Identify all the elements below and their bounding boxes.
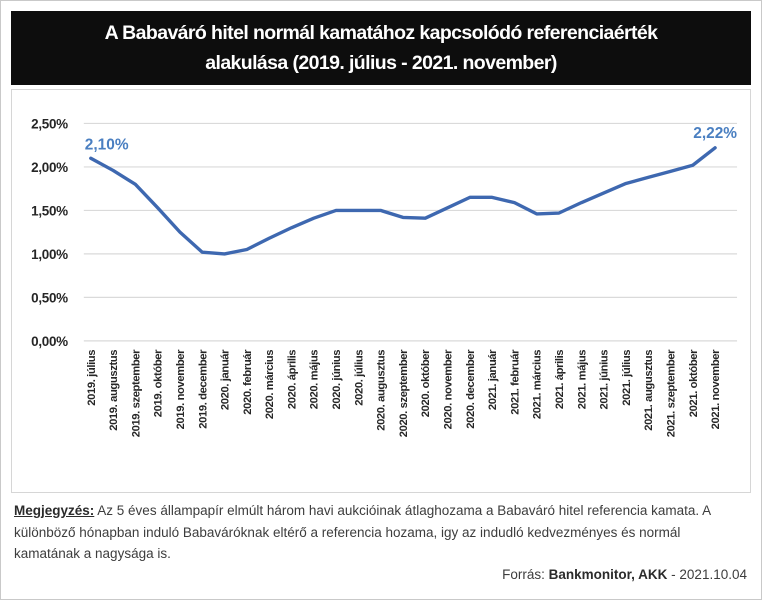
x-axis-tick-label: 2020. június [331,350,343,410]
x-axis-tick-label: 2021. július [621,350,633,406]
source-line: Forrás: Bankmonitor, AKK - 2021.10.04 [502,567,747,582]
x-axis-tick-label: 2020. szeptember [398,349,410,437]
x-axis-tick-label: 2020. december [465,349,477,429]
x-axis-tick-label: 2021. október [688,349,700,417]
x-axis-tick-label: 2021. február [509,349,521,415]
x-axis-tick-label: 2019. december [197,349,209,429]
x-axis-tick-label: 2021. április [554,350,566,409]
x-axis-tick-label: 2020. február [242,349,254,415]
chart-container: 0,00% 0,50% 1,00% 1,50% 2,00% 2,50% 2019. júli… [11,89,751,493]
x-axis-tick-label: 2021. szeptember [665,349,677,437]
data-label-last: 2,22% [693,125,737,142]
source-date: - 2021.10.04 [667,567,747,582]
x-axis-tick-label: 2020. augusztus [376,350,388,431]
chart-title-line-2: alakulása (2019. július - 2021. november… [205,52,557,74]
trend-line [89,146,717,256]
x-axis-tick-label: 2019. november [175,349,187,429]
chart-title-line-1: A Babaváró hitel normál kamatához kapcso… [104,21,658,44]
x-axis-tick-label: 2020. január [220,349,232,410]
x-axis-tick-label: 2019. július [86,350,98,406]
x-axis-tick-label: 2020. április [286,350,298,409]
source-name: Bankmonitor, AKK [548,567,668,582]
x-axis-tick-label: 2020. július [353,350,365,406]
x-axis-tick-label: 2019. október [153,349,165,417]
x-axis-tick-label: 2021. június [599,350,611,410]
x-axis-tick-label: 2021. november [710,349,722,429]
data-label-first: 2,10% [85,136,129,153]
footnote: Megjegyzés: Az 5 éves állampapír elmúlt … [14,500,750,565]
x-axis-tick-label: 2020. november [443,349,455,429]
x-axis-tick-label: 2021. augusztus [643,350,655,431]
y-axis-tick-label: 2,00% [31,160,68,175]
x-axis-tick-label: 2021. március [532,350,544,419]
x-axis-tick-label: 2021. január [487,349,499,410]
footnote-label: Megjegyzés: [14,503,95,518]
x-axis-tick-label: 2020. március [264,350,276,419]
x-axis-tick-label: 2020. október [420,349,432,417]
y-axis-tick-label: 2,50% [31,116,68,131]
x-axis-tick-label: 2019. augusztus [108,350,120,431]
reference-rate-chart: 0,00% 0,50% 1,00% 1,50% 2,00% 2,50% 2019. júli… [31,116,737,437]
x-axis-tick-label: 2021. május [576,350,588,410]
footnote-text: Az 5 éves állampapír elmúlt három havi a… [14,503,711,562]
chart-title-bar: A Babaváró hitel normál kamatához kapcso… [11,11,751,85]
x-axis-tick-label: 2019. szeptember [130,349,142,437]
y-axis-tick-label: 0,00% [31,334,68,349]
x-axis-tick-label: 2020. május [309,350,321,410]
y-axis-tick-label: 1,50% [31,203,68,218]
y-axis-tick-label: 1,00% [31,247,68,262]
y-axis-tick-label: 0,50% [31,290,68,305]
source-prefix: Forrás: [502,567,549,582]
